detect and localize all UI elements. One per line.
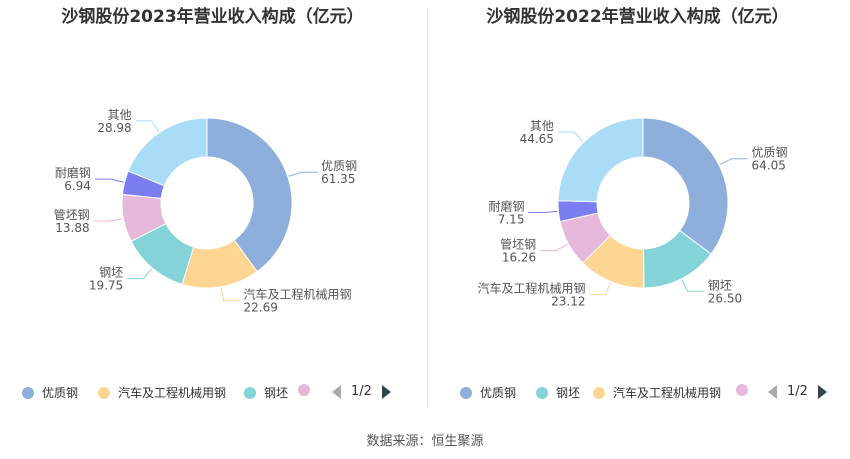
slice-value-label: 28.98 (97, 121, 131, 135)
leader-line-1 (220, 287, 240, 302)
legend-label: 优质钢 (42, 386, 79, 400)
leader-line-2 (589, 282, 611, 296)
legend-swatch (244, 386, 256, 399)
slice-value-label: 26.50 (708, 291, 742, 305)
slice-value-label: 23.12 (551, 295, 585, 309)
slice-name-label: 钢坯 (708, 278, 732, 292)
slice-value-label: 44.65 (520, 132, 554, 146)
slice-value-label: 6.94 (64, 179, 91, 193)
legend-pager-2022: 1/2 (768, 384, 827, 399)
leader-line-5 (135, 120, 160, 132)
legend-item[interactable]: 汽车及工程机械用钢 (98, 384, 226, 401)
data-source: 数据来源：恒生聚源 (366, 434, 484, 449)
slice-value-label: 13.88 (55, 221, 89, 235)
slice-value-label: 61.35 (321, 172, 355, 186)
leader-line-0 (719, 158, 748, 165)
slice-name-label: 其他 (108, 108, 132, 122)
legend-item[interactable] (736, 384, 756, 396)
slice-0[interactable] (642, 117, 729, 255)
slice-name-label: 耐磨钢 (55, 166, 91, 180)
slice-0[interactable] (206, 117, 293, 273)
chart-title-2022: 沙钢股份2022年营业收入构成（亿元） (486, 7, 789, 27)
slice-value-label: 19.75 (89, 279, 123, 293)
slice-name-label: 管坯钢 (500, 237, 536, 252)
leader-line-0 (288, 171, 318, 177)
slice-name-label: 优质钢 (321, 159, 357, 173)
leader-line-4 (94, 178, 124, 183)
prev-page-icon[interactable] (332, 384, 341, 399)
leader-line-5 (557, 131, 584, 142)
slice-value-label: 7.15 (498, 213, 525, 227)
next-page-icon[interactable] (817, 384, 827, 399)
legend-swatch (736, 384, 748, 396)
slice-name-label: 其他 (530, 119, 554, 133)
slice-name-label: 优质钢 (752, 146, 788, 160)
slice-value-label: 22.69 (244, 301, 278, 315)
legend-swatch (593, 386, 605, 399)
leader-line-3 (540, 243, 568, 252)
legend-label: 汽车及工程机械用钢 (613, 386, 722, 400)
legend-item[interactable]: 汽车及工程机械用钢 (593, 384, 721, 401)
next-page-icon[interactable] (381, 384, 391, 399)
leader-line-1 (681, 279, 704, 292)
slice-5[interactable] (557, 117, 644, 203)
legend-item[interactable]: 优质钢 (460, 384, 516, 401)
slice-value-label: 64.05 (752, 159, 786, 173)
pager-text: 1/2 (787, 384, 808, 399)
legend-label: 钢坯 (556, 386, 581, 400)
slice-5[interactable] (127, 117, 208, 187)
slice-name-label: 钢坯 (99, 266, 123, 280)
leader-line-2 (127, 268, 152, 280)
slice-name-label: 汽车及工程机械用钢 (477, 281, 585, 296)
legend-label: 汽车及工程机械用钢 (118, 386, 227, 400)
legend-item[interactable]: 优质钢 (22, 384, 78, 401)
prev-page-icon[interactable] (768, 384, 777, 399)
legend-label: 钢坯 (264, 386, 289, 400)
legend-pager-2023: 1/2 (332, 384, 391, 399)
legend-item[interactable] (298, 384, 318, 396)
slice-name-label: 耐磨钢 (488, 200, 524, 214)
pager-text: 1/2 (351, 384, 372, 399)
legend-swatch (98, 386, 110, 399)
chart-title-2023: 沙钢股份2023年营业收入构成（亿元） (61, 7, 364, 27)
legend-item[interactable]: 钢坯 (536, 384, 580, 401)
legend-item[interactable]: 钢坯 (244, 384, 288, 401)
slice-name-label: 汽车及工程机械用钢 (244, 287, 352, 302)
legend-label: 优质钢 (480, 386, 517, 400)
legend-swatch (536, 386, 548, 399)
slice-value-label: 16.26 (502, 251, 536, 265)
leader-line-3 (93, 218, 123, 222)
slice-name-label: 管坯钢 (54, 207, 90, 222)
legend-swatch (460, 386, 472, 399)
legend-swatch (298, 384, 310, 396)
chart-divider (427, 8, 428, 408)
leader-line-4 (528, 210, 558, 214)
legend-swatch (22, 386, 34, 399)
